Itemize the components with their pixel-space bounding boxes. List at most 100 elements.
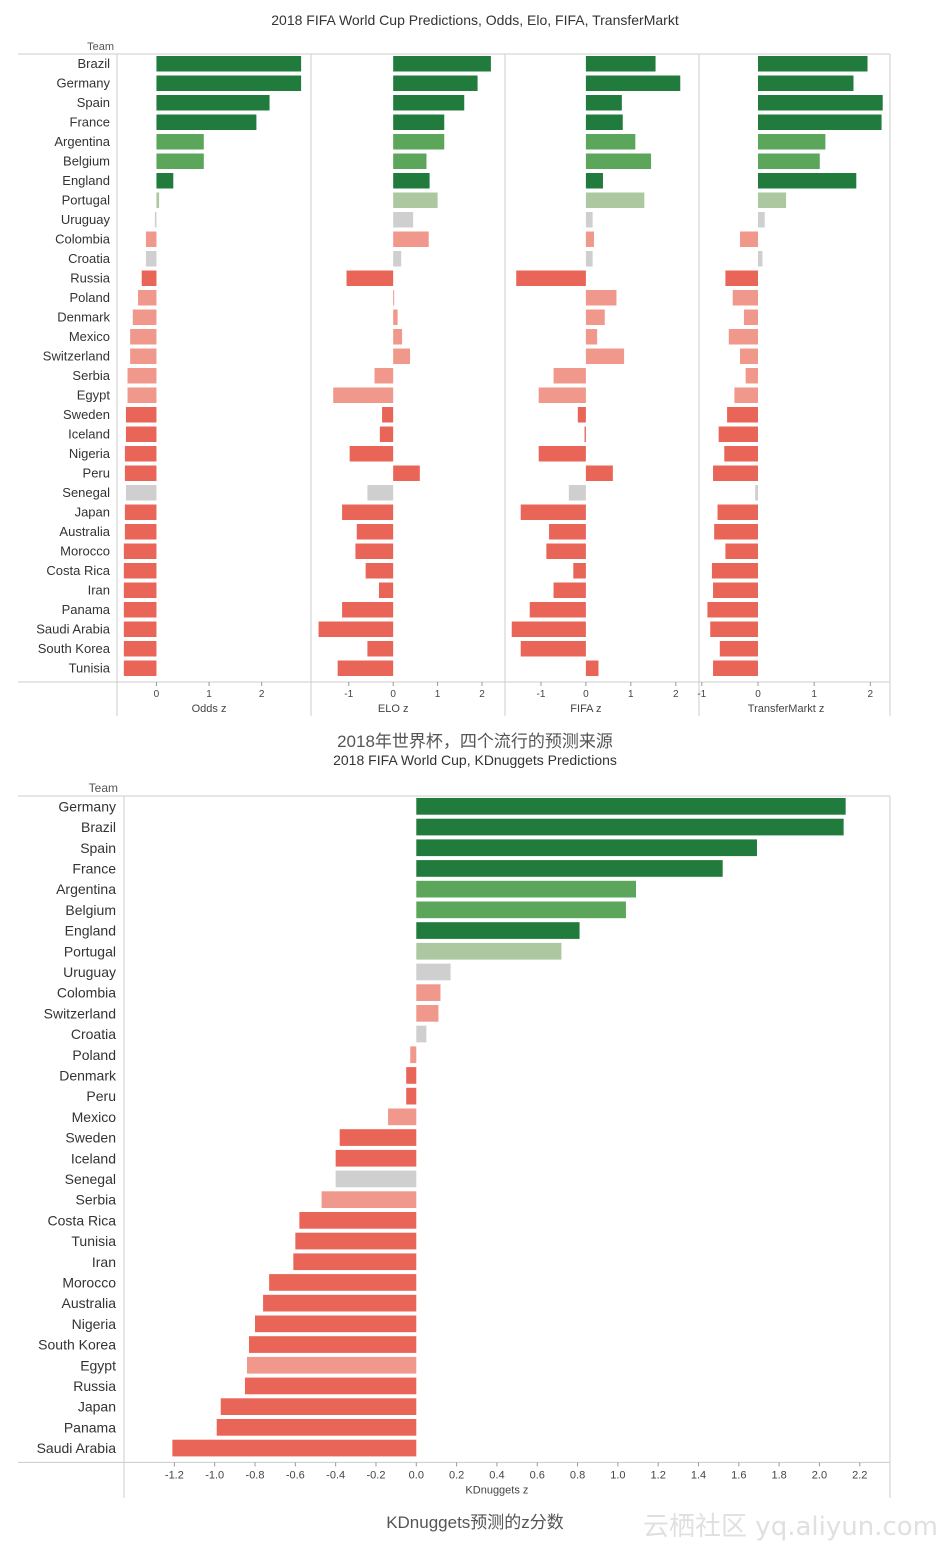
team-label: Russia [70,270,111,285]
bar [124,524,157,540]
bar [718,426,758,442]
tick-label: -1.2 [165,1469,184,1481]
team-label: Tunisia [71,1233,116,1249]
bar [246,1356,417,1374]
bar [255,1315,417,1333]
team-label: Tunisia [69,660,111,675]
bar [538,387,586,403]
team-label: Spain [80,840,116,856]
bar [416,942,562,960]
bar [349,446,394,462]
bar [123,582,157,598]
bar [757,192,787,208]
bar [757,173,857,189]
bar [546,543,586,559]
bar [393,134,445,150]
team-label: Japan [78,1399,116,1415]
bar [132,309,157,325]
bar [416,901,626,919]
tick-label: 2 [868,689,874,700]
bar [585,231,594,247]
bar [318,621,394,637]
team-label: Uruguay [63,964,116,980]
tick-label: 0.0 [409,1469,424,1481]
team-label: Argentina [54,134,110,149]
bar [585,348,625,364]
bar [732,290,758,306]
bar [130,348,157,364]
bar [127,387,157,403]
team-label: Iceland [68,426,110,441]
bar [123,621,157,637]
team-label: Sweden [65,1130,116,1146]
team-label: Croatia [68,251,111,266]
bar [585,329,598,345]
tick-label: -1 [344,689,353,700]
tick-label: 0.4 [489,1469,504,1481]
bar [156,134,204,150]
team-label: South Korea [38,1337,116,1353]
team-label: Peru [83,465,110,480]
team-label: Australia [59,524,110,539]
team-label: Spain [77,95,110,110]
bar [585,173,603,189]
bar [585,95,622,111]
bar [141,270,157,286]
tick-label: 0 [583,689,589,700]
bar [416,1005,439,1022]
bar [725,543,758,559]
chart1-plot: Team Brazil Germany Spain France Argentina Bel… [18,41,891,716]
chart2-title: 2018 FIFA World Cup, KDnuggets Predictio… [333,752,617,768]
team-label: Senegal [62,485,110,500]
bar [393,309,398,325]
bar [757,114,882,130]
team-label: Peru [86,1088,116,1104]
team-label: Saudi Arabia [36,621,110,636]
bar [172,1439,417,1457]
bar [757,95,883,111]
bar [156,75,302,91]
bar [269,1274,417,1291]
bar [130,329,157,345]
bar [553,582,586,598]
bar [393,95,465,111]
bar [740,231,758,247]
bar [757,251,763,267]
bar [333,387,394,403]
team-label: Senegal [65,1171,116,1187]
bar [123,563,157,579]
tick-label: -0.6 [286,1469,305,1481]
tick-label: 2 [479,689,485,700]
team-label: Morocco [60,543,110,558]
tick-label: 2.2 [852,1469,867,1481]
bar [393,212,414,228]
bar [393,75,478,91]
bar [577,407,586,423]
tick-label: -1 [697,689,706,700]
chart2-caption: KDnuggets预测的z分数 [386,1513,564,1532]
bar [713,582,758,598]
team-label: Denmark [57,309,110,324]
team-label: Australia [62,1295,117,1311]
bar [393,465,420,481]
bar [156,153,204,169]
bar [125,426,157,442]
team-label: Switzerland [44,1005,116,1021]
bar [393,114,445,130]
tick-label: 1.4 [691,1469,706,1481]
bar [123,660,157,676]
bar [416,839,757,857]
team-label: Iran [92,1254,116,1270]
team-label: Costa Rica [48,1212,117,1228]
bar [263,1294,417,1312]
bar [393,231,429,247]
tick-label: 2 [673,689,679,700]
bar [743,309,758,325]
axis-label: KDnuggets z [465,1484,528,1496]
bar [734,387,758,403]
bar [393,56,491,72]
bar [717,504,758,520]
bar [156,173,174,189]
bar [220,1398,417,1415]
team-label: Poland [70,290,110,305]
